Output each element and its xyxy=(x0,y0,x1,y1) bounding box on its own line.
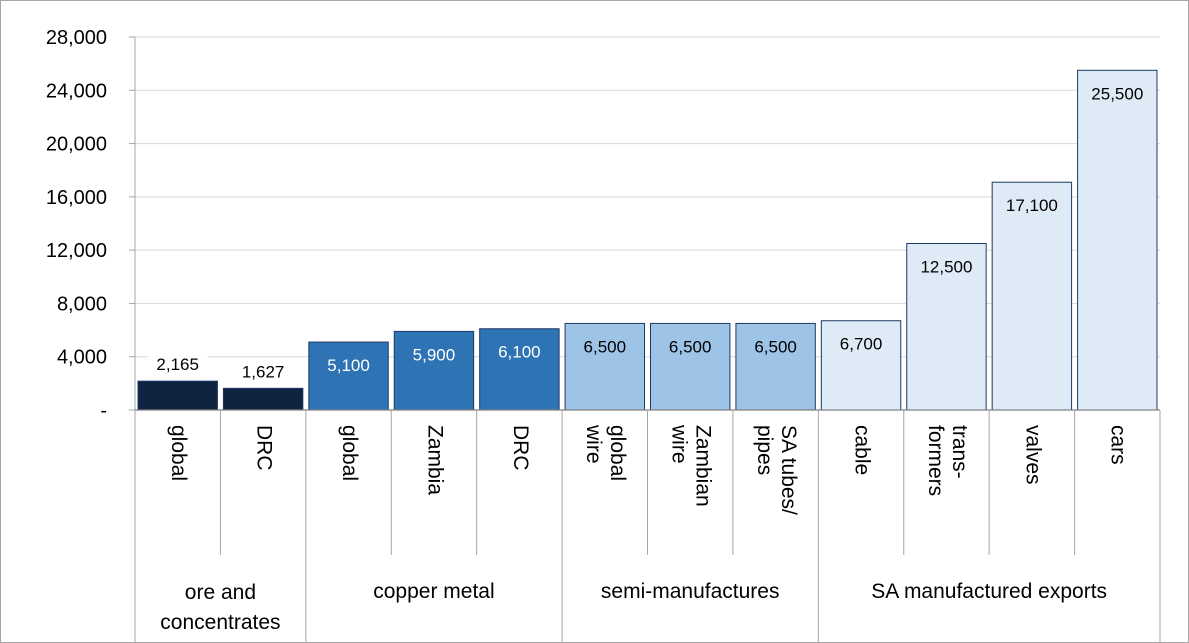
data-label-box xyxy=(911,253,982,280)
bar xyxy=(479,328,560,411)
y-tick-label: 12,000 xyxy=(46,240,107,262)
y-tick-label: 8,000 xyxy=(57,293,107,315)
data-label-box xyxy=(574,333,635,360)
group-label: semi-manufactures xyxy=(601,580,780,603)
bar xyxy=(137,380,218,411)
group-label: ore and xyxy=(185,581,256,604)
group-label: copper metal xyxy=(373,580,494,603)
data-label: 6,700 xyxy=(840,335,883,354)
bar xyxy=(1077,69,1158,411)
y-tick-label: 20,000 xyxy=(46,134,107,156)
category-label: global xyxy=(338,425,361,481)
data-label-box xyxy=(660,333,721,360)
category-label: trans- xyxy=(948,425,971,479)
data-label-box xyxy=(745,333,806,360)
data-label: 6,500 xyxy=(754,337,797,356)
category-label: cable xyxy=(850,425,873,475)
y-tick-label: 24,000 xyxy=(46,80,107,102)
data-label: 5,100 xyxy=(327,356,370,375)
data-label: 25,500 xyxy=(1091,84,1143,103)
bar xyxy=(222,387,304,411)
y-tick-label: 4,000 xyxy=(57,347,107,369)
data-label: 5,900 xyxy=(413,345,456,364)
bar xyxy=(308,341,389,411)
category-label: Zambian xyxy=(692,425,715,507)
y-axis: - 4,000 8,000 12,000 16,000 20,000 24,000 28,00… xyxy=(46,27,136,422)
y-tick-label: 16,000 xyxy=(46,187,107,209)
bar xyxy=(393,330,475,411)
gridlines xyxy=(135,36,1160,358)
data-label-box xyxy=(233,358,294,385)
data-label-box xyxy=(1082,80,1153,107)
data-label: 6,500 xyxy=(669,337,712,356)
category-label: global xyxy=(167,425,190,481)
data-label-box xyxy=(996,192,1067,219)
group-label: concentrates xyxy=(160,611,280,634)
category-label: Zambia xyxy=(423,425,446,495)
category-label: wire xyxy=(582,424,605,464)
category-label: DRC xyxy=(253,425,276,471)
category-label: formers xyxy=(924,425,947,496)
category-label: cars xyxy=(1107,425,1130,465)
y-tick-label: 28,000 xyxy=(46,27,107,49)
y-tick-label: - xyxy=(100,400,107,422)
category-label: global xyxy=(606,425,629,481)
data-label: 2,165 xyxy=(156,355,199,374)
data-label: 17,100 xyxy=(1006,196,1058,215)
data-label: 6,500 xyxy=(584,337,627,356)
category-label: valves xyxy=(1021,425,1044,485)
data-labels: 2,165 1,627 5,100 5,900 6,100 6,500 6,500 6,500… xyxy=(147,80,1153,385)
data-label: 1,627 xyxy=(242,362,285,381)
data-label-box xyxy=(147,351,208,378)
category-label: DRC xyxy=(509,425,532,471)
category-label: pipes xyxy=(753,425,776,475)
data-label: 6,100 xyxy=(498,343,541,362)
data-label: 12,500 xyxy=(920,257,972,276)
bar xyxy=(991,181,1073,411)
category-label: SA tubes/ xyxy=(777,425,800,515)
category-label: wire xyxy=(668,424,691,464)
group-label: SA manufactured exports xyxy=(871,580,1107,603)
data-label-box xyxy=(831,330,892,357)
